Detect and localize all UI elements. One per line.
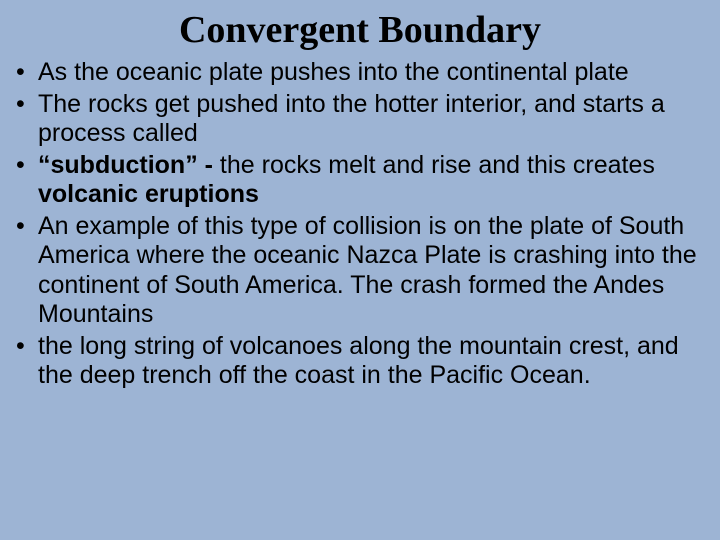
bullet-item: “subduction” - the rocks melt and rise a… — [14, 151, 706, 210]
bullet-run: The rocks get pushed into the hotter int… — [38, 90, 665, 148]
bullet-run: An example of this type of collision is … — [38, 212, 697, 329]
bullet-run: the rocks melt and rise and this creates — [220, 151, 655, 179]
bullet-item: the long string of volcanoes along the m… — [14, 332, 706, 391]
bullet-list: As the oceanic plate pushes into the con… — [10, 58, 710, 391]
bullet-run: volcanic eruptions — [38, 180, 259, 208]
bullet-item: The rocks get pushed into the hotter int… — [14, 90, 706, 149]
bullet-item: An example of this type of collision is … — [14, 212, 706, 330]
bullet-run: “subduction” - — [38, 151, 220, 179]
slide-title: Convergent Boundary — [10, 8, 710, 52]
slide: Convergent Boundary As the oceanic plate… — [0, 0, 720, 540]
bullet-run: the long string of volcanoes along the m… — [38, 332, 679, 390]
bullet-run: As the oceanic plate pushes into the con… — [38, 58, 629, 86]
bullet-item: As the oceanic plate pushes into the con… — [14, 58, 706, 88]
